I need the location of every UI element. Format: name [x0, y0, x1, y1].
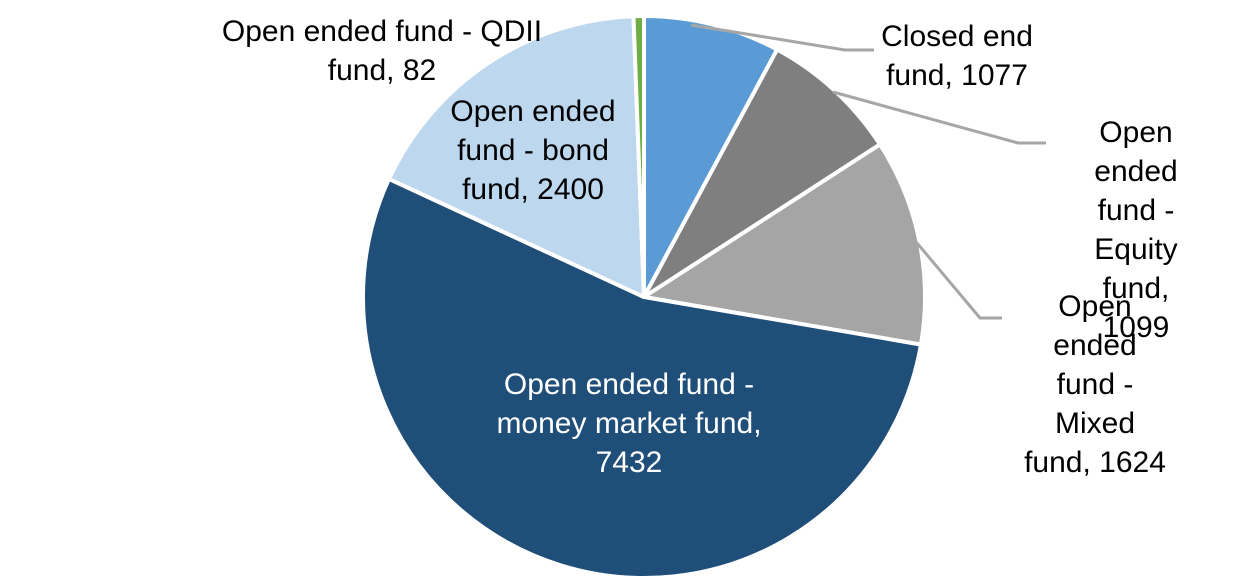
- label-open-ended-money-market-fund: Open ended fund - money market fund, 743…: [496, 368, 762, 479]
- label-open-ended-equity-fund: Open ended fund - Equity fund, 1099: [1094, 116, 1178, 344]
- leader-line-closed-end-fund: [690, 23, 874, 52]
- pie-slices-group: [361, 14, 927, 580]
- pie-slice-open-ended-bond-fund: [387, 14, 646, 299]
- leader-lines-group: [690, 23, 1046, 320]
- pie-slice-closed-end-fund: [642, 14, 780, 299]
- pie-slice-open-ended-equity-fund: [642, 47, 882, 299]
- pie-slice-open-ended-money-market-fund: [361, 176, 923, 580]
- leader-line-open-ended-mixed-fund: [915, 242, 1002, 320]
- label-closed-end-fund: Closed end fund, 1077: [881, 20, 1033, 92]
- leader-line-open-ended-equity-fund: [832, 90, 1046, 145]
- pie-slice-open-ended-mixed-fund: [642, 142, 927, 347]
- pie-slice-open-ended-qdii-fund: [631, 14, 646, 299]
- label-open-ended-mixed-fund: Open ended fund - Mixed fund, 1624: [1024, 290, 1166, 479]
- label-open-ended-bond-fund: Open ended fund - bond fund, 2400: [450, 95, 616, 206]
- label-open-ended-qdii-fund: Open ended fund - QDII fund, 82: [221, 15, 543, 87]
